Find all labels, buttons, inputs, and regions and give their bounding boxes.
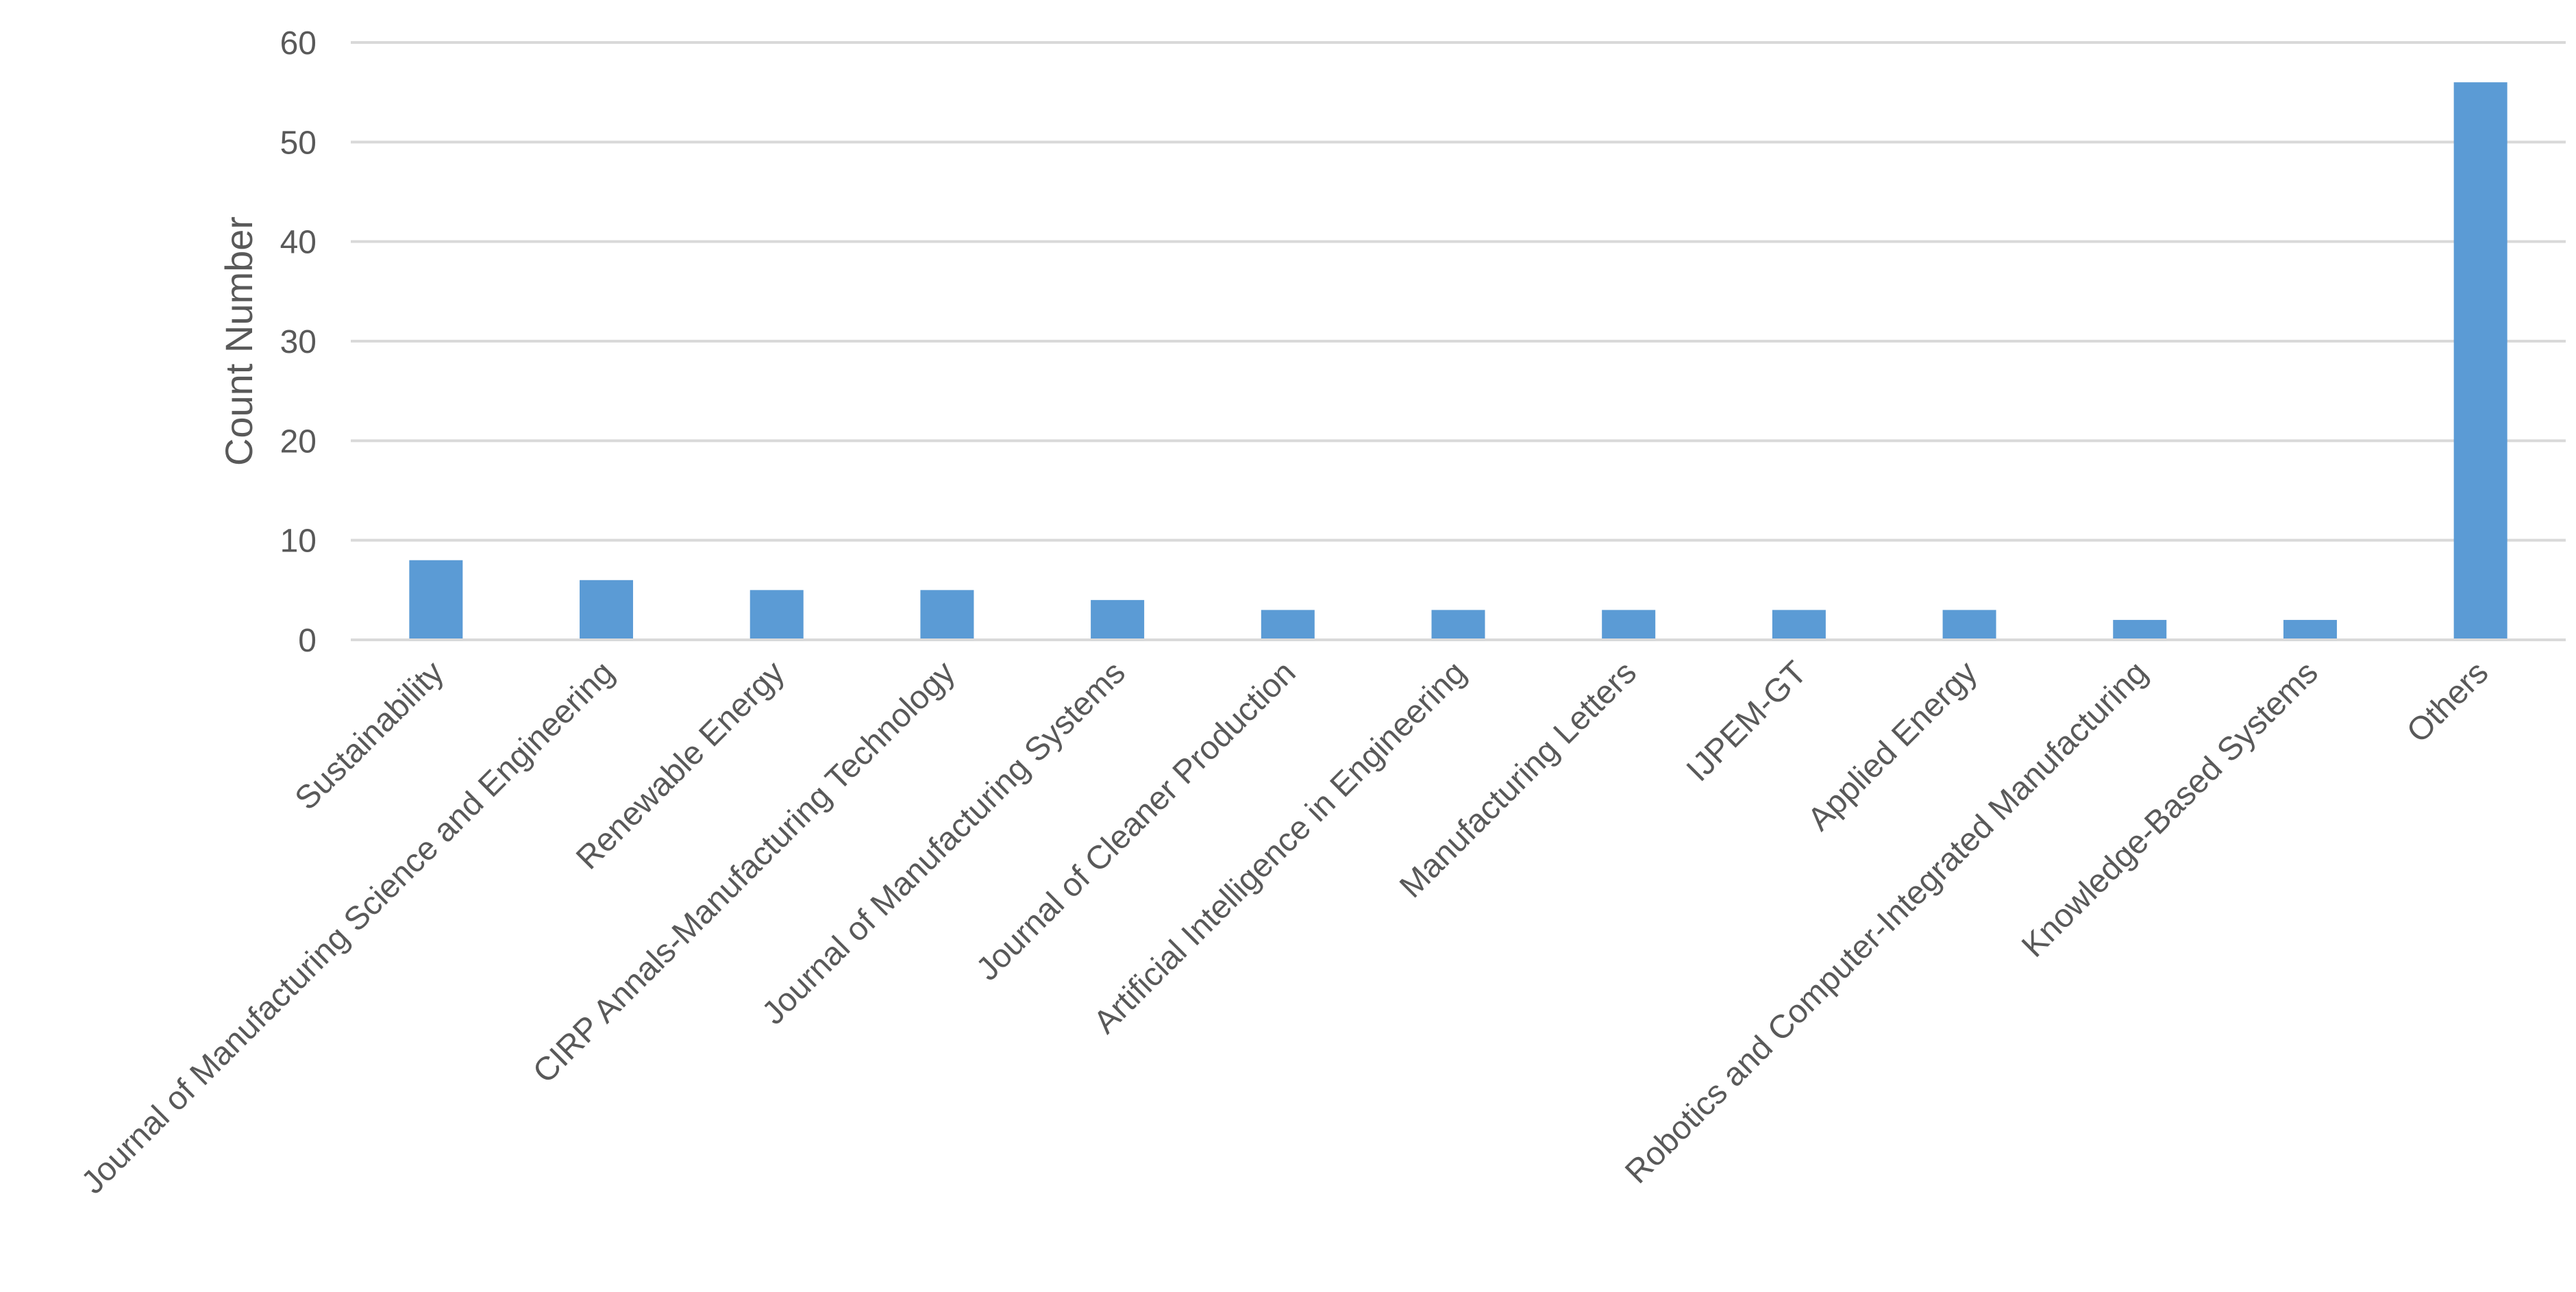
bars xyxy=(409,82,2507,641)
y-tick-label: 50 xyxy=(280,125,317,161)
y-tick-label: 20 xyxy=(280,423,317,460)
bar xyxy=(1602,610,1656,640)
bar xyxy=(2453,82,2507,641)
y-axis-ticks: 0 10 20 30 40 50 60 xyxy=(280,25,317,659)
y-axis-title: Count Number xyxy=(217,216,260,466)
bar xyxy=(920,590,974,640)
x-tick-label: Sustainability xyxy=(288,654,451,817)
bar xyxy=(2113,619,2167,640)
x-tick-label: IJPEM-GT xyxy=(1680,654,1814,788)
y-tick-label: 30 xyxy=(280,324,317,360)
bar xyxy=(1431,610,1485,640)
x-tick-label: Applied Energy xyxy=(1801,654,1985,838)
y-tick-label: 60 xyxy=(280,25,317,62)
bar xyxy=(409,560,463,640)
y-tick-label: 10 xyxy=(280,523,317,560)
x-tick-label: Journal of Cleaner Production xyxy=(969,654,1303,988)
bar xyxy=(750,590,804,640)
bar xyxy=(580,580,634,640)
x-axis-ticks: Sustainability Journal of Manufacturing S… xyxy=(75,654,2495,1201)
bar xyxy=(1942,610,1996,640)
bar xyxy=(1091,599,1145,640)
bar xyxy=(1772,610,1826,640)
y-tick-label: 0 xyxy=(298,623,317,659)
x-tick-label: Journal of Manufacturing Systems xyxy=(755,654,1132,1032)
bar xyxy=(1261,610,1315,640)
gridlines xyxy=(351,41,2566,542)
x-tick-label: Others xyxy=(2400,654,2495,749)
bar xyxy=(2283,619,2337,640)
x-tick-label: Artificial Intelligence in Engineering xyxy=(1087,654,1473,1041)
y-tick-label: 40 xyxy=(280,225,317,261)
x-tick-label: Knowledge-Based Systems xyxy=(2015,654,2325,965)
